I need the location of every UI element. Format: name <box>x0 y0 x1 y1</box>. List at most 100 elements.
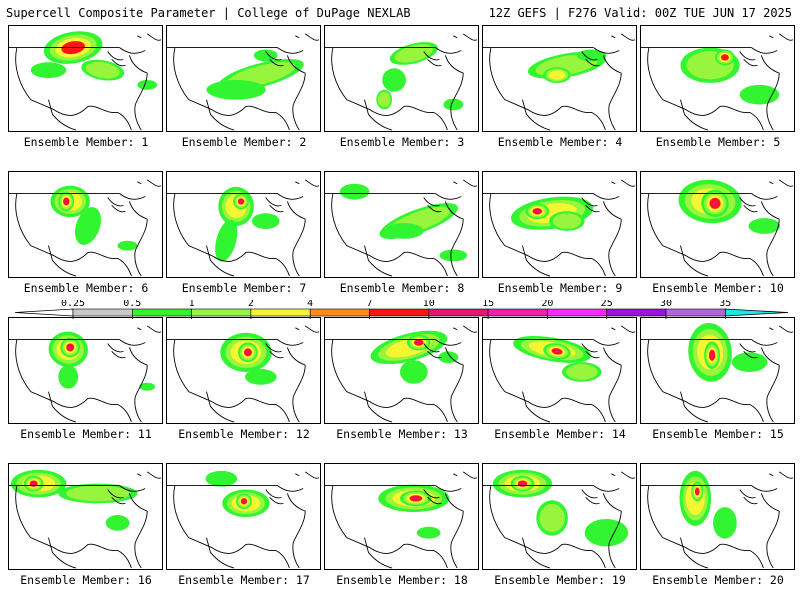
ensemble-member-label: Ensemble Member: 1 <box>23 135 149 149</box>
colorbar-tick-label: 7 <box>366 300 372 309</box>
ensemble-member-map <box>640 171 795 278</box>
colorbar-tick-label: 4 <box>307 300 313 309</box>
colorbar-tick-label: 35 <box>719 300 731 309</box>
ensemble-member-label: Ensemble Member: 18 <box>336 573 468 587</box>
colorbar-segment <box>665 308 726 317</box>
map-outline <box>483 471 636 569</box>
ensemble-member-label: Ensemble Member: 7 <box>181 281 307 295</box>
ensemble-member-map <box>482 317 637 424</box>
ensemble-member-map <box>166 171 321 278</box>
colorbar-segment <box>191 308 252 317</box>
colorbar-tick-label: 2 <box>248 300 254 309</box>
ensemble-member-label: Ensemble Member: 8 <box>339 281 465 295</box>
map-outline <box>641 471 794 569</box>
ensemble-member-map <box>166 463 321 570</box>
run-info: 12Z GEFS | F276 Valid: 00Z TUE JUN 17 20… <box>488 6 792 20</box>
ensemble-member-map <box>640 463 795 570</box>
scp-field <box>215 186 280 262</box>
scp-field <box>50 185 138 251</box>
ensemble-member-label: Ensemble Member: 17 <box>178 573 310 587</box>
ensemble-member-map <box>482 171 637 278</box>
map-outline <box>167 179 320 277</box>
ensemble-member-map <box>166 25 321 132</box>
scp-field <box>510 196 594 231</box>
map-outline <box>9 325 162 423</box>
colorbar-segment <box>309 308 370 317</box>
map-outline <box>167 471 320 569</box>
map-outline <box>167 33 320 131</box>
scp-field <box>513 335 602 382</box>
scp-field <box>370 330 459 384</box>
ensemble-member-label: Ensemble Member: 12 <box>178 427 310 441</box>
ensemble-member-map <box>8 463 163 570</box>
ensemble-member-label: Ensemble Member: 19 <box>494 573 626 587</box>
ensemble-member-map <box>324 25 479 132</box>
colorbar-segment <box>428 308 489 317</box>
scp-field <box>688 322 768 382</box>
ensemble-member-map <box>324 463 479 570</box>
scp-field <box>205 470 270 517</box>
map-outline <box>483 179 636 277</box>
colorbar-segment <box>250 308 311 317</box>
colorbar-tick-label: 0.25 <box>61 300 85 309</box>
map-outline <box>641 33 794 131</box>
scp-field <box>680 47 780 105</box>
colorbar-segment <box>606 308 667 317</box>
map-outline <box>9 471 162 569</box>
scp-field <box>220 332 277 385</box>
map-outline <box>9 33 162 131</box>
colorbar-segment <box>72 308 133 317</box>
scp-field <box>339 183 468 262</box>
map-outline <box>325 179 478 277</box>
colorbar-tick-label: 20 <box>541 300 553 309</box>
ensemble-member-label: Ensemble Member: 10 <box>652 281 784 295</box>
colorbar-low-arrow <box>14 308 74 317</box>
scp-field <box>492 469 629 547</box>
ensemble-member-map <box>8 171 163 278</box>
colorbar-tick-label: 30 <box>660 300 672 309</box>
ensemble-member-map <box>8 25 163 132</box>
ensemble-member-map <box>324 171 479 278</box>
colorbar-high-arrow <box>724 308 789 317</box>
colorbar-segment <box>487 308 548 317</box>
ensemble-member-map <box>482 25 637 132</box>
ensemble-member-map <box>324 317 479 424</box>
ensemble-member-label: Ensemble Member: 6 <box>23 281 149 295</box>
ensemble-member-label: Ensemble Member: 13 <box>336 427 468 441</box>
ensemble-member-label: Ensemble Member: 3 <box>339 135 465 149</box>
ensemble-member-map <box>640 25 795 132</box>
scp-field <box>10 469 138 531</box>
scp-field <box>378 484 450 539</box>
ensemble-member-map <box>640 317 795 424</box>
ensemble-member-label: Ensemble Member: 15 <box>652 427 784 441</box>
colorbar-tick-label: 0.5 <box>123 300 141 309</box>
ensemble-member-label: Ensemble Member: 16 <box>20 573 152 587</box>
scp-field <box>679 470 737 539</box>
ensemble-member-label: Ensemble Member: 11 <box>20 427 152 441</box>
colorbar-tick-label: 15 <box>482 300 494 309</box>
scp-field <box>527 49 607 83</box>
map-outline <box>325 325 478 423</box>
colorbar-segment <box>369 308 430 317</box>
map-outline <box>641 325 794 423</box>
scp-field <box>678 179 781 234</box>
ensemble-member-label: Ensemble Member: 5 <box>655 135 781 149</box>
ensemble-member-label: Ensemble Member: 9 <box>497 281 623 295</box>
scp-field <box>206 49 304 100</box>
ensemble-member-map <box>8 317 163 424</box>
ensemble-member-map <box>166 317 321 424</box>
map-outline <box>325 33 478 131</box>
ensemble-member-label: Ensemble Member: 20 <box>652 573 784 587</box>
scp-field <box>376 42 464 111</box>
colorbar-tick-label: 1 <box>189 300 195 309</box>
ensemble-member-map <box>482 463 637 570</box>
map-outline <box>641 179 794 277</box>
ensemble-member-label: Ensemble Member: 14 <box>494 427 626 441</box>
colorbar-legend: 0.25 0.5 1 2 4 7 10 15 20 25 30 35 <box>14 300 789 319</box>
ensemble-member-label: Ensemble Member: 4 <box>497 135 623 149</box>
colorbar-segment <box>132 308 192 317</box>
page-title: Supercell Composite Parameter | College … <box>6 6 411 20</box>
colorbar-tick-label: 10 <box>423 300 435 309</box>
map-outline <box>325 471 478 569</box>
map-outline <box>483 33 636 131</box>
